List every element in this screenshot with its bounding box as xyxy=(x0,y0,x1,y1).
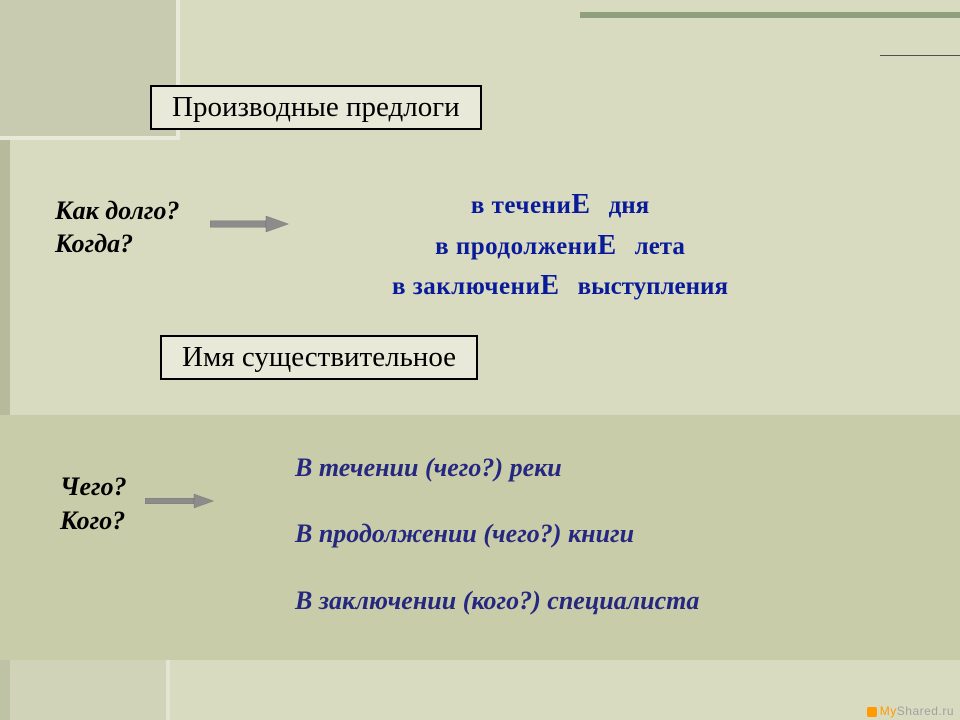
watermark-my: My xyxy=(880,704,897,718)
ex1-l2-a: в продолжени xyxy=(435,233,597,260)
watermark-ru: .ru xyxy=(938,704,954,718)
watermark: MyShared.ru xyxy=(867,704,954,718)
q1-line2: Когда? xyxy=(55,228,180,261)
title-derivative-prepositions: Производные предлоги xyxy=(150,85,482,130)
ex1-l3-c: выступления xyxy=(578,273,728,300)
q2-line2: Кого? xyxy=(60,504,127,538)
ex1-l2-ending: Е xyxy=(597,230,616,261)
ex2-line2: В продолжении (чего?) книги xyxy=(295,501,699,567)
ex1-l1-c: дня xyxy=(609,192,650,219)
examples-nouns: В течении (чего?) реки В продолжении (че… xyxy=(295,435,699,634)
title-noun: Имя существительное xyxy=(160,335,478,380)
watermark-shared: Shared xyxy=(897,704,939,718)
question-group-1: Как долго? Когда? xyxy=(55,195,180,260)
ex1-line3: в заключениЕвыступления xyxy=(300,266,820,307)
ex1-l1-a: в течени xyxy=(471,192,572,219)
ex1-line2: в продолжениЕлета xyxy=(300,226,820,267)
q1-line1: Как долго? xyxy=(55,195,180,228)
arrow-icon xyxy=(210,213,290,235)
ex1-l3-a: в заключени xyxy=(392,273,540,300)
ex2-line1: В течении (чего?) реки xyxy=(295,435,699,501)
examples-prepositions: в течениЕдня в продолжениЕлета в заключе… xyxy=(300,185,820,307)
ex1-l2-c: лета xyxy=(635,233,685,260)
ex1-l1-ending: Е xyxy=(571,189,590,220)
watermark-icon xyxy=(867,707,877,717)
ex2-line3: В заключении (кого?) специалиста xyxy=(295,568,699,634)
ex1-line1: в течениЕдня xyxy=(300,185,820,226)
question-group-2: Чего? Кого? xyxy=(60,470,127,538)
q2-line1: Чего? xyxy=(60,470,127,504)
ex1-l3-ending: Е xyxy=(540,270,559,301)
arrow-icon xyxy=(145,490,215,512)
slide: Производные предлоги Как долго? Когда? в… xyxy=(0,0,960,720)
